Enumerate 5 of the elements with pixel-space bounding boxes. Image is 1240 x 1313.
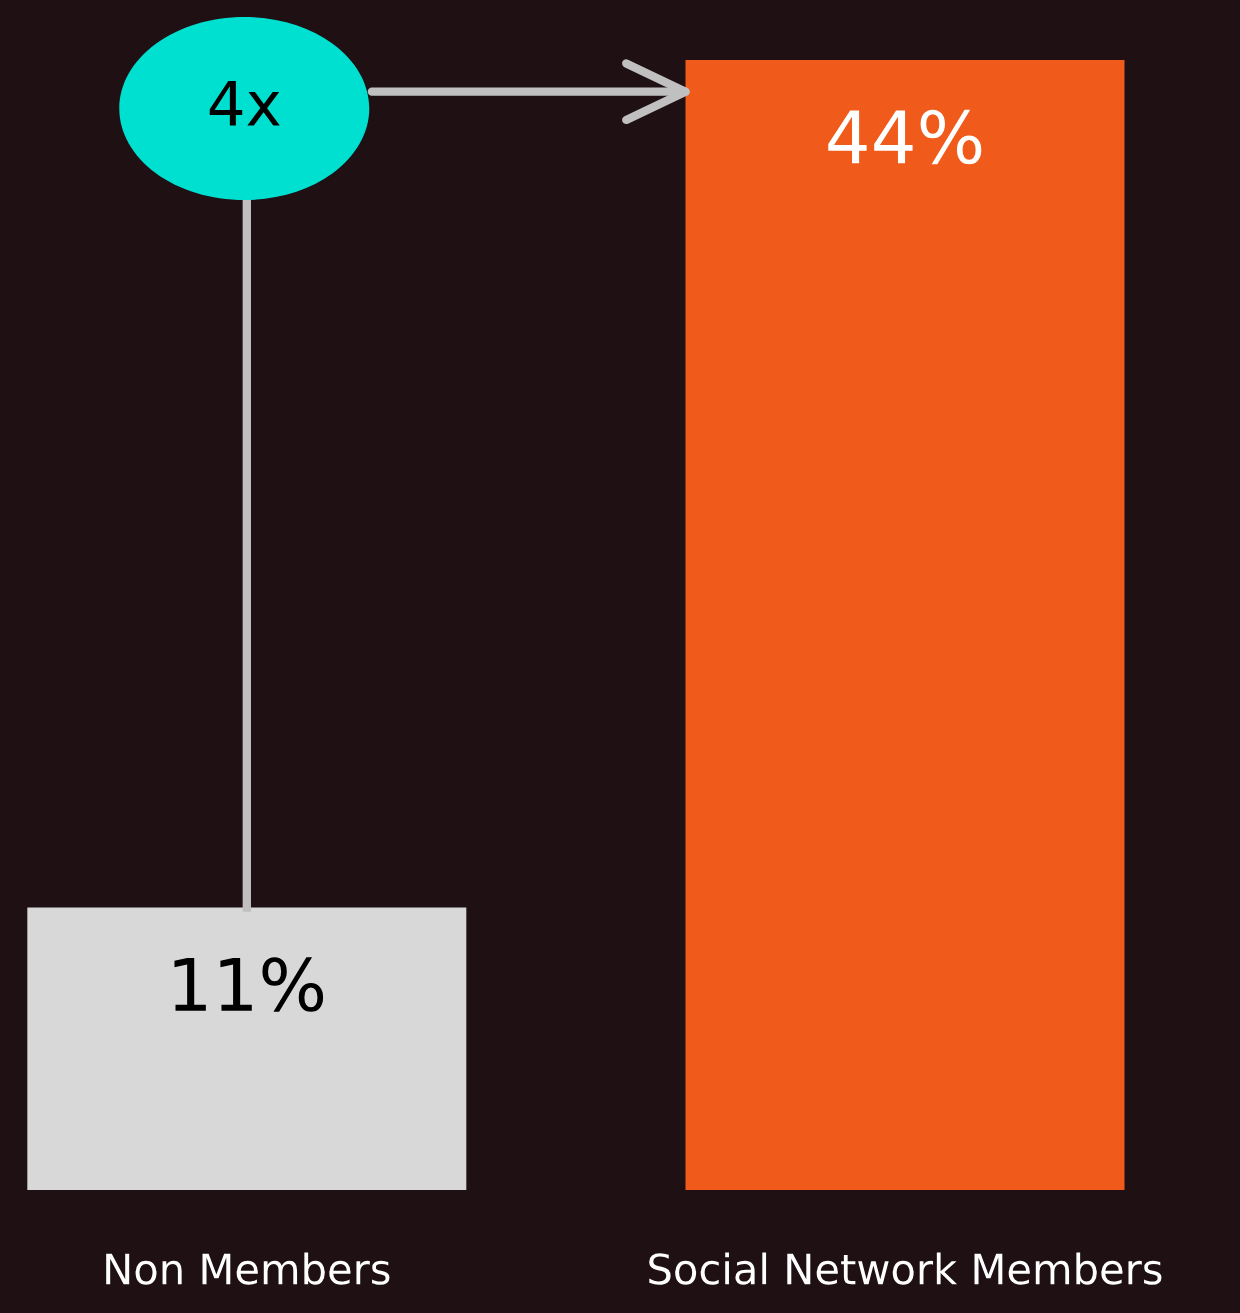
annotation: 4x — [209, 80, 280, 126]
data-label: 11% — [174, 957, 324, 1012]
x-tick-label: Social Network Members — [649, 1252, 1162, 1285]
x-tick-label: Non Members — [106, 1252, 390, 1285]
data-label: 44% — [828, 109, 982, 165]
